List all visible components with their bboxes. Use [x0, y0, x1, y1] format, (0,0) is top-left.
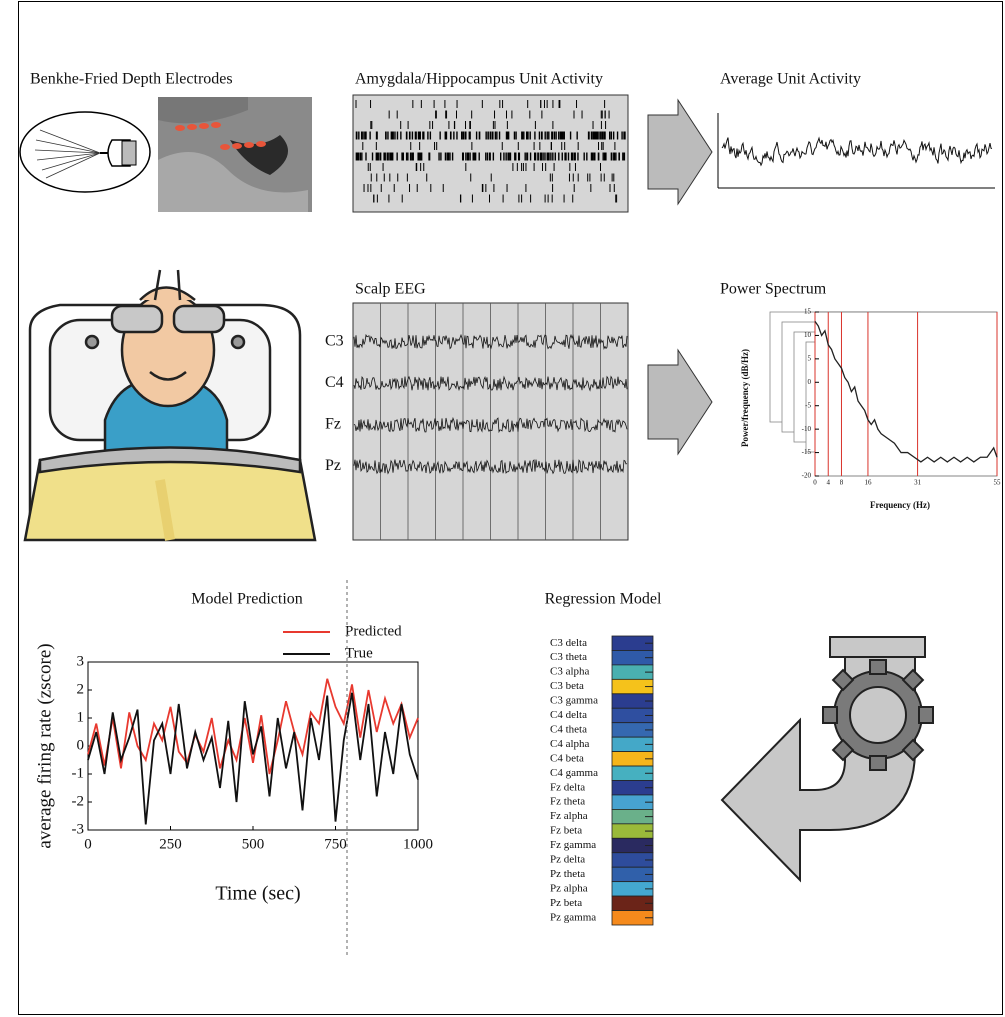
x-tick-label: 500: [242, 836, 265, 852]
x-axis-label: Frequency (Hz): [870, 500, 930, 510]
y-tick-label: 0: [808, 378, 812, 386]
y-tick-label: -1: [72, 765, 85, 781]
row-label: Fz alpha: [550, 810, 588, 822]
x-tick-label: 8: [840, 479, 844, 487]
channel-label: Pz: [325, 457, 341, 474]
y-tick-label: -3: [72, 821, 85, 837]
channel-label: C3: [325, 333, 344, 350]
x-axis-label: Time (sec): [215, 883, 300, 905]
y-tick-label: 1: [77, 709, 85, 725]
y-tick-label: 3: [77, 653, 85, 669]
y-tick-label: 15: [804, 308, 812, 316]
panel-title: Power Spectrum: [720, 281, 827, 298]
row-label: C4 gamma: [550, 767, 598, 779]
row-label: Fz gamma: [550, 839, 596, 851]
panel-title: Amygdala/Hippocampus Unit Activity: [355, 71, 603, 88]
x-tick-label: 31: [914, 479, 922, 487]
figure: Benkhe-Fried Depth Electrodes Amygdala/H…: [0, 0, 1005, 1017]
patient-cartoon: [25, 270, 315, 540]
row-label: Fz delta: [550, 781, 585, 793]
row-label: C3 beta: [550, 680, 584, 692]
plot-area: [815, 312, 997, 476]
row-label: Fz beta: [550, 825, 582, 837]
gear-pipe-arrow: [722, 637, 933, 880]
y-tick-label: 0: [77, 737, 85, 753]
row-label: C4 delta: [550, 709, 587, 721]
row-label: C4 beta: [550, 752, 584, 764]
row-label: Pz gamma: [550, 911, 596, 923]
x-tick-label: 0: [84, 836, 92, 852]
electrode-illustration: [20, 112, 150, 192]
y-tick-label: -10: [802, 425, 812, 433]
regression-model: C3 delta C3 theta C3 alpha C3 beta C3 gamma C…: [550, 636, 653, 925]
arrow: [648, 350, 712, 454]
row-label: Pz beta: [550, 897, 582, 909]
y-tick-label: 2: [77, 681, 85, 697]
trace: [722, 138, 992, 166]
channel-label: C4: [325, 374, 344, 391]
panel-title: Scalp EEG: [355, 281, 426, 298]
x-tick-label: 55: [994, 479, 1002, 487]
panel-title: Average Unit Activity: [720, 71, 861, 88]
x-tick-label: 16: [864, 479, 872, 487]
row-label: C3 gamma: [550, 695, 598, 707]
legend-label: Predicted: [345, 623, 402, 639]
row-label: Fz theta: [550, 796, 585, 808]
mri-image: [158, 97, 312, 212]
y-tick-label: 10: [804, 331, 812, 339]
y-axis-label: Power/frequency (dB/Hz): [740, 349, 750, 447]
x-tick-label: 1000: [403, 836, 433, 852]
row-label: C4 theta: [550, 723, 587, 735]
x-tick-label: 0: [813, 479, 817, 487]
power-spectrum: 0 4 8 16 31 55 15 10 5 0 -5 -10 -15 -20: [802, 308, 1001, 487]
row-label: C3 theta: [550, 651, 587, 663]
channel-label: Fz: [325, 416, 341, 433]
row-label: Pz theta: [550, 868, 585, 880]
average-trace: [718, 113, 995, 188]
panel-title: Model Prediction: [191, 591, 303, 608]
y-tick-label: 5: [808, 354, 812, 362]
x-tick-label: 250: [159, 836, 182, 852]
x-tick-label: 750: [324, 836, 347, 852]
row-label: Pz delta: [550, 854, 585, 866]
row-label: C3 delta: [550, 637, 587, 649]
y-tick-label: -20: [802, 472, 812, 480]
panel-title: Regression Model: [545, 591, 662, 608]
row-label: Pz alpha: [550, 882, 588, 894]
y-axis-label: average firing rate (zscore): [34, 643, 55, 848]
y-tick-label: -2: [72, 793, 85, 809]
y-tick-label: -15: [802, 448, 812, 456]
model-prediction-chart: 0 250 500 750 1000 3 2 1 0 -1 -2 -3 Predicted True: [72, 623, 434, 852]
row-label: C4 alpha: [550, 738, 590, 750]
x-tick-label: 4: [826, 479, 830, 487]
row-label: C3 alpha: [550, 666, 590, 678]
panel-title: Benkhe-Fried Depth Electrodes: [30, 71, 233, 88]
y-tick-label: -5: [805, 401, 811, 409]
legend-label: True: [345, 645, 373, 661]
arrow: [648, 100, 712, 204]
